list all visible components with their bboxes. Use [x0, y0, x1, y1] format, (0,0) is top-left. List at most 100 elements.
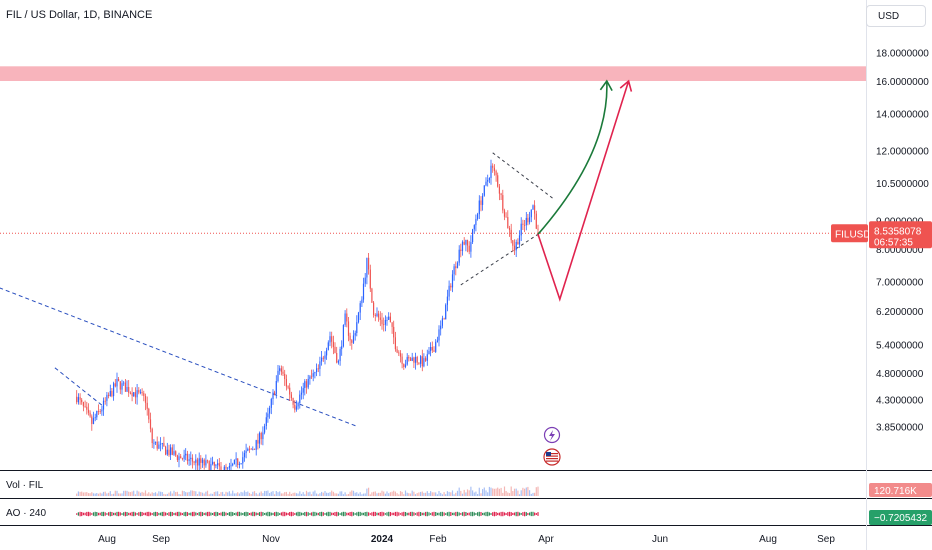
ao-bar	[513, 512, 516, 516]
candle-body	[282, 371, 284, 374]
ao-bar	[356, 512, 358, 516]
currency-selector[interactable]: USD	[866, 5, 926, 27]
ao-bar	[383, 512, 385, 516]
candle-body	[369, 269, 371, 289]
candle-body	[421, 356, 423, 367]
ao-bar	[144, 512, 147, 516]
volume-bar	[344, 492, 346, 496]
volume-bar	[495, 488, 497, 496]
candle-body	[200, 458, 202, 463]
volume-bar	[116, 490, 118, 496]
volume-bar	[139, 492, 142, 496]
candle-body	[386, 320, 388, 321]
candle-body	[319, 361, 321, 369]
candle-body	[97, 411, 100, 412]
candle-body	[205, 460, 207, 466]
candle-body	[185, 453, 187, 456]
candle-body	[515, 242, 517, 251]
volume-bar	[232, 490, 234, 496]
ao-bar	[247, 512, 249, 516]
volume-bar	[253, 491, 256, 496]
volume-bar	[171, 493, 173, 496]
volume-bar	[441, 494, 443, 496]
candle-body	[195, 459, 197, 463]
ao-bar	[532, 511, 534, 517]
volume-bar	[373, 491, 375, 496]
ao-bar	[248, 513, 251, 515]
ao-bar	[230, 511, 232, 517]
volume-bar	[524, 488, 526, 496]
flag-stripe	[546, 458, 558, 460]
volume-bar	[138, 491, 140, 496]
ao-bar	[507, 512, 509, 516]
candle-body	[357, 312, 360, 323]
volume-bar	[460, 490, 462, 496]
ao-bar	[324, 513, 326, 515]
ao-bar	[527, 513, 529, 516]
ao-bar	[212, 513, 214, 515]
candle-body	[124, 382, 126, 392]
candle-body	[503, 210, 506, 217]
ao-bar	[153, 512, 155, 516]
candle-body	[280, 368, 282, 372]
candle-body	[373, 302, 375, 315]
volume-bar	[326, 492, 328, 496]
volume-bar	[537, 486, 539, 496]
candle-body	[418, 362, 420, 364]
ao-bar	[279, 513, 281, 515]
volume-bar	[440, 492, 442, 496]
ao-bar	[483, 512, 485, 516]
candle-body	[364, 277, 366, 284]
volume-bar	[388, 493, 390, 496]
ao-bar	[180, 512, 182, 516]
ao-bar	[294, 513, 296, 515]
candle-body	[450, 285, 452, 288]
candle-body	[133, 392, 135, 397]
x-tick-label: Jun	[652, 534, 668, 545]
volume-bar	[435, 492, 437, 496]
volume-value-badge	[869, 483, 932, 497]
volume-bar	[342, 494, 344, 496]
volume-bar	[123, 490, 125, 496]
volume-bar	[119, 493, 121, 496]
ao-bar	[346, 512, 348, 516]
ao-bar	[441, 511, 443, 517]
volume-bar	[448, 491, 450, 496]
ao-bar	[307, 512, 309, 516]
candle-body	[329, 336, 331, 343]
ao-bar	[401, 512, 403, 516]
ao-bar	[161, 511, 163, 517]
candle-body	[316, 368, 318, 372]
volume-pane	[76, 486, 539, 496]
volume-bar	[165, 494, 167, 496]
ao-bar	[76, 513, 78, 515]
candle-body	[208, 461, 210, 470]
candle-body	[235, 458, 237, 460]
ao-bar	[118, 511, 120, 517]
ao-bar	[109, 511, 111, 517]
ao-bar	[173, 512, 175, 516]
ao-bar	[89, 512, 91, 516]
ao-bar	[129, 512, 131, 516]
ao-bar	[465, 512, 467, 516]
candle-body	[513, 245, 516, 251]
volume-bar	[220, 492, 222, 496]
volume-bar	[76, 493, 78, 496]
candle-body	[77, 397, 79, 403]
ao-bar	[428, 512, 430, 516]
candle-body	[331, 336, 333, 342]
volume-bar	[79, 491, 81, 496]
y-tick-label: 4.8000000	[876, 369, 924, 380]
x-tick-label: Sep	[152, 534, 170, 545]
candle-body	[302, 388, 304, 393]
ao-bar	[319, 512, 321, 516]
volume-bar	[389, 492, 391, 496]
volume-bar	[416, 493, 418, 496]
ao-bar	[357, 511, 360, 517]
ao-bar	[87, 511, 90, 517]
ao-bar	[176, 511, 178, 517]
volume-bar	[270, 491, 272, 496]
candle-body	[196, 459, 199, 466]
ao-bar	[223, 511, 225, 517]
